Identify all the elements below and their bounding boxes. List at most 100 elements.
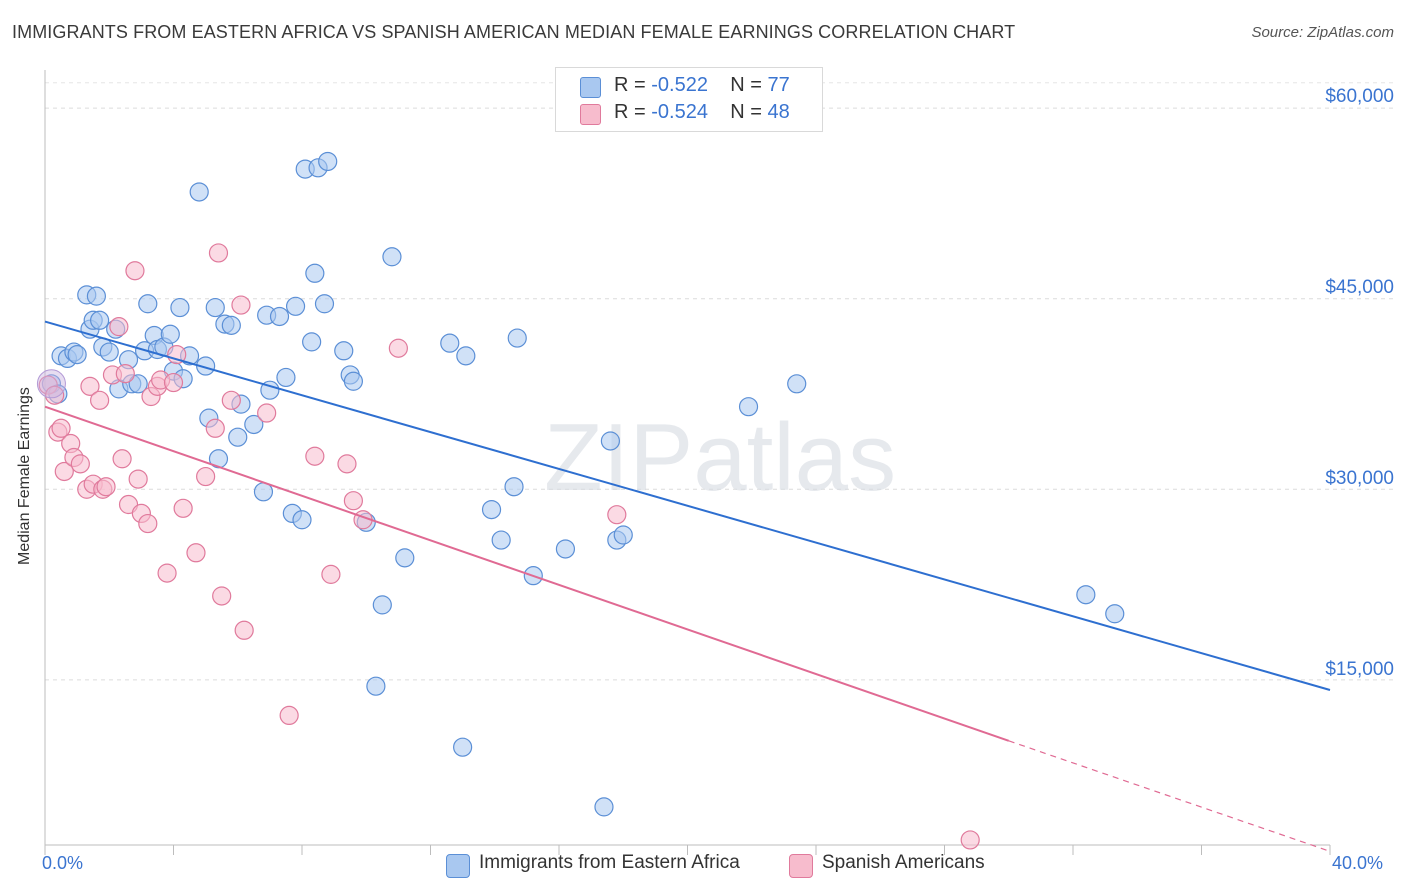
point-spanish-americans bbox=[221, 390, 241, 410]
point-spanish-americans bbox=[343, 491, 363, 511]
point-eastern-africa bbox=[600, 431, 621, 451]
point-eastern-africa bbox=[138, 294, 158, 314]
trend-line-eastern-africa bbox=[44, 320, 1331, 691]
point-eastern-africa bbox=[1076, 585, 1096, 605]
y-tick-label: $60,000 bbox=[1325, 86, 1394, 107]
legend-label: Spanish Americans bbox=[822, 852, 985, 873]
point-spanish-americans bbox=[960, 830, 980, 850]
point-eastern-africa bbox=[787, 374, 807, 394]
point-spanish-americans bbox=[205, 418, 225, 438]
point-eastern-africa bbox=[244, 414, 264, 435]
point-spanish-americans bbox=[109, 317, 129, 337]
point-spanish-americans bbox=[321, 564, 341, 584]
point-eastern-africa bbox=[343, 371, 363, 391]
stats-n-value: 77 bbox=[767, 74, 790, 96]
legend-swatch-pink bbox=[789, 854, 813, 878]
grid-lines bbox=[45, 82, 1394, 681]
point-spanish-americans bbox=[337, 454, 357, 474]
point-eastern-africa bbox=[555, 539, 576, 559]
watermark: ZIPatlas bbox=[544, 404, 896, 511]
data-points bbox=[36, 151, 1125, 850]
point-eastern-africa bbox=[90, 310, 110, 330]
point-eastern-africa bbox=[302, 332, 322, 352]
point-spanish-americans bbox=[388, 338, 408, 358]
point-eastern-africa bbox=[269, 306, 290, 327]
point-eastern-africa bbox=[314, 294, 335, 314]
point-eastern-africa bbox=[276, 367, 296, 388]
point-spanish-americans bbox=[125, 261, 145, 281]
y-tick-label: $15,000 bbox=[1325, 659, 1394, 680]
point-spanish-americans bbox=[279, 705, 299, 726]
point-spanish-americans bbox=[51, 418, 71, 438]
chart-title: IMMIGRANTS FROM EASTERN AFRICA VS SPANIS… bbox=[12, 22, 1016, 42]
stats-swatch-pink bbox=[580, 104, 601, 125]
point-eastern-africa bbox=[292, 510, 312, 530]
stats-r-value: -0.524 bbox=[651, 101, 708, 123]
x-tick-label-min: 0.0% bbox=[42, 853, 84, 873]
point-eastern-africa bbox=[128, 374, 148, 394]
point-spanish-americans bbox=[80, 376, 100, 396]
stats-n-label: N = bbox=[730, 101, 762, 123]
point-spanish-americans bbox=[115, 364, 135, 384]
point-spanish-americans bbox=[90, 390, 110, 410]
point-eastern-africa bbox=[613, 525, 633, 545]
legend-label: Immigrants from Eastern Africa bbox=[479, 852, 740, 873]
point-eastern-africa bbox=[382, 247, 402, 267]
stats-r-value: -0.522 bbox=[651, 74, 708, 96]
point-eastern-africa bbox=[1105, 604, 1125, 624]
point-spanish-americans bbox=[138, 513, 158, 534]
axes bbox=[44, 70, 1331, 855]
point-eastern-africa bbox=[318, 151, 338, 172]
point-spanish-americans bbox=[163, 372, 184, 393]
point-spanish-americans bbox=[186, 543, 206, 563]
point-spanish-americans bbox=[157, 563, 177, 583]
point-spanish-americans bbox=[96, 477, 116, 497]
point-eastern-africa bbox=[170, 297, 190, 318]
legend-swatch-blue bbox=[446, 854, 470, 878]
stats-n-value: 48 bbox=[767, 101, 790, 123]
stats-swatch-blue bbox=[580, 77, 601, 98]
point-spanish-americans bbox=[234, 620, 254, 640]
x-tick-label-max: 40.0% bbox=[1332, 853, 1384, 873]
point-spanish-americans bbox=[167, 344, 187, 365]
stats-n-label: N = bbox=[730, 74, 762, 96]
point-eastern-africa bbox=[507, 328, 527, 348]
point-eastern-africa bbox=[228, 427, 248, 447]
trend-lines bbox=[44, 320, 1331, 852]
point-eastern-africa bbox=[453, 737, 473, 757]
point-eastern-africa bbox=[491, 530, 511, 550]
point-eastern-africa bbox=[221, 315, 241, 335]
point-eastern-africa bbox=[456, 346, 476, 366]
point-eastern-africa bbox=[160, 324, 180, 344]
point-spanish-americans bbox=[607, 505, 627, 525]
point-eastern-africa bbox=[285, 296, 306, 316]
point-eastern-africa bbox=[205, 297, 225, 318]
y-tick-label: $30,000 bbox=[1325, 468, 1394, 489]
point-eastern-africa bbox=[504, 477, 524, 497]
point-spanish-americans bbox=[70, 454, 90, 474]
point-spanish-americans bbox=[196, 466, 216, 487]
point-eastern-africa bbox=[305, 263, 325, 283]
stats-r-label: R = bbox=[614, 74, 646, 96]
y-tick-label: $45,000 bbox=[1325, 277, 1394, 298]
point-spanish-americans bbox=[305, 446, 325, 466]
trend-line-extension bbox=[1008, 740, 1331, 852]
trend-line-spanish-americans bbox=[44, 405, 1010, 742]
point-spanish-americans bbox=[231, 295, 251, 315]
source-label: Source: ZipAtlas.com bbox=[1251, 24, 1394, 41]
point-spanish-americans bbox=[128, 469, 148, 489]
stats-r-label: R = bbox=[614, 101, 646, 123]
point-eastern-africa bbox=[481, 499, 502, 520]
point-eastern-africa bbox=[366, 676, 386, 696]
point-spanish-americans bbox=[212, 586, 232, 606]
point-spanish-americans bbox=[173, 498, 193, 518]
point-spanish-americans bbox=[54, 461, 74, 482]
point-eastern-africa bbox=[440, 333, 460, 353]
stats-box: R = -0.522 N = 77 R = -0.524 N = 48 bbox=[555, 67, 823, 132]
point-eastern-africa bbox=[334, 341, 354, 361]
point-eastern-africa bbox=[99, 342, 119, 362]
point-eastern-africa bbox=[189, 182, 209, 202]
point-eastern-africa bbox=[395, 548, 415, 568]
point-eastern-africa bbox=[372, 595, 392, 615]
